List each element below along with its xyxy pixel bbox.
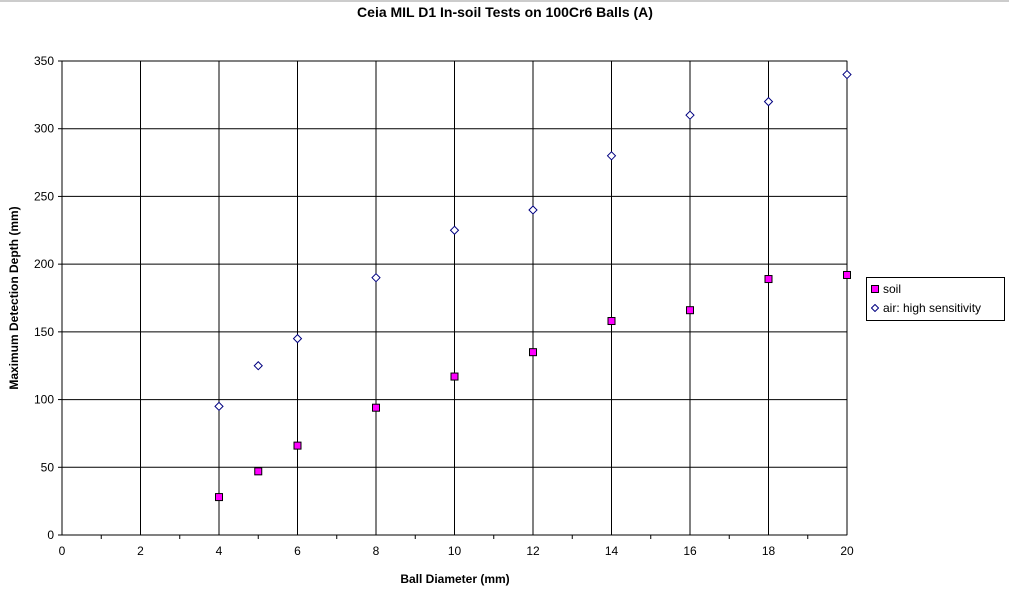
legend: soil air: high sensitivity bbox=[866, 277, 1005, 321]
air-point bbox=[214, 401, 224, 412]
x-tick-label: 12 bbox=[526, 544, 540, 558]
air-point bbox=[685, 110, 695, 120]
grid bbox=[58, 60, 848, 539]
x-tick-label: 2 bbox=[137, 544, 144, 558]
x-tick-label: 0 bbox=[59, 544, 66, 558]
air-point bbox=[449, 225, 460, 235]
air-point bbox=[763, 96, 774, 107]
legend-label: air: high sensitivity bbox=[883, 301, 982, 315]
x-tick-label: 4 bbox=[216, 544, 223, 558]
soil-point bbox=[450, 372, 459, 381]
soil-point bbox=[529, 348, 537, 357]
air-point bbox=[606, 151, 617, 161]
y-axis-label: Maximum Detection Depth (mm) bbox=[7, 206, 21, 389]
soil-point bbox=[215, 493, 223, 502]
x-tick-label: 8 bbox=[373, 544, 380, 558]
square-marker-icon bbox=[871, 285, 879, 293]
y-tick-label: 50 bbox=[41, 460, 55, 474]
x-tick-label: 6 bbox=[294, 544, 301, 558]
soil-point bbox=[764, 275, 773, 284]
legend-item-soil: soil bbox=[871, 282, 901, 296]
legend-label: soil bbox=[883, 282, 902, 296]
data-points bbox=[214, 69, 852, 502]
y-tick-label: 150 bbox=[34, 325, 54, 339]
x-tick-label: 18 bbox=[762, 544, 776, 558]
legend-item-air: air: high sensitivity bbox=[871, 301, 981, 315]
soil-point bbox=[607, 317, 616, 326]
soil-point bbox=[254, 467, 263, 476]
x-tick-label: 14 bbox=[605, 544, 619, 558]
diamond-marker-icon bbox=[871, 304, 879, 312]
y-tick-label: 300 bbox=[34, 122, 54, 136]
y-tick-label: 200 bbox=[34, 257, 54, 271]
air-point bbox=[528, 205, 538, 215]
x-tick-label: 10 bbox=[448, 544, 462, 558]
x-tick-label: 20 bbox=[840, 544, 854, 558]
soil-point bbox=[843, 270, 851, 279]
soil-point bbox=[686, 306, 694, 315]
y-tick-label: 250 bbox=[34, 189, 54, 203]
air-point bbox=[253, 361, 263, 371]
soil-point bbox=[293, 441, 302, 450]
y-tick-label: 350 bbox=[34, 54, 54, 68]
air-point bbox=[292, 333, 303, 344]
x-tick-label: 16 bbox=[683, 544, 697, 558]
air-point bbox=[371, 272, 381, 283]
air-point bbox=[842, 69, 852, 80]
chart-title: Ceia MIL D1 In-soil Tests on 100Cr6 Ball… bbox=[357, 4, 653, 20]
y-tick-label: 0 bbox=[47, 528, 54, 542]
soil-point bbox=[372, 403, 380, 412]
y-tick-label: 100 bbox=[34, 393, 54, 407]
x-axis-label: Ball Diameter (mm) bbox=[400, 572, 509, 586]
